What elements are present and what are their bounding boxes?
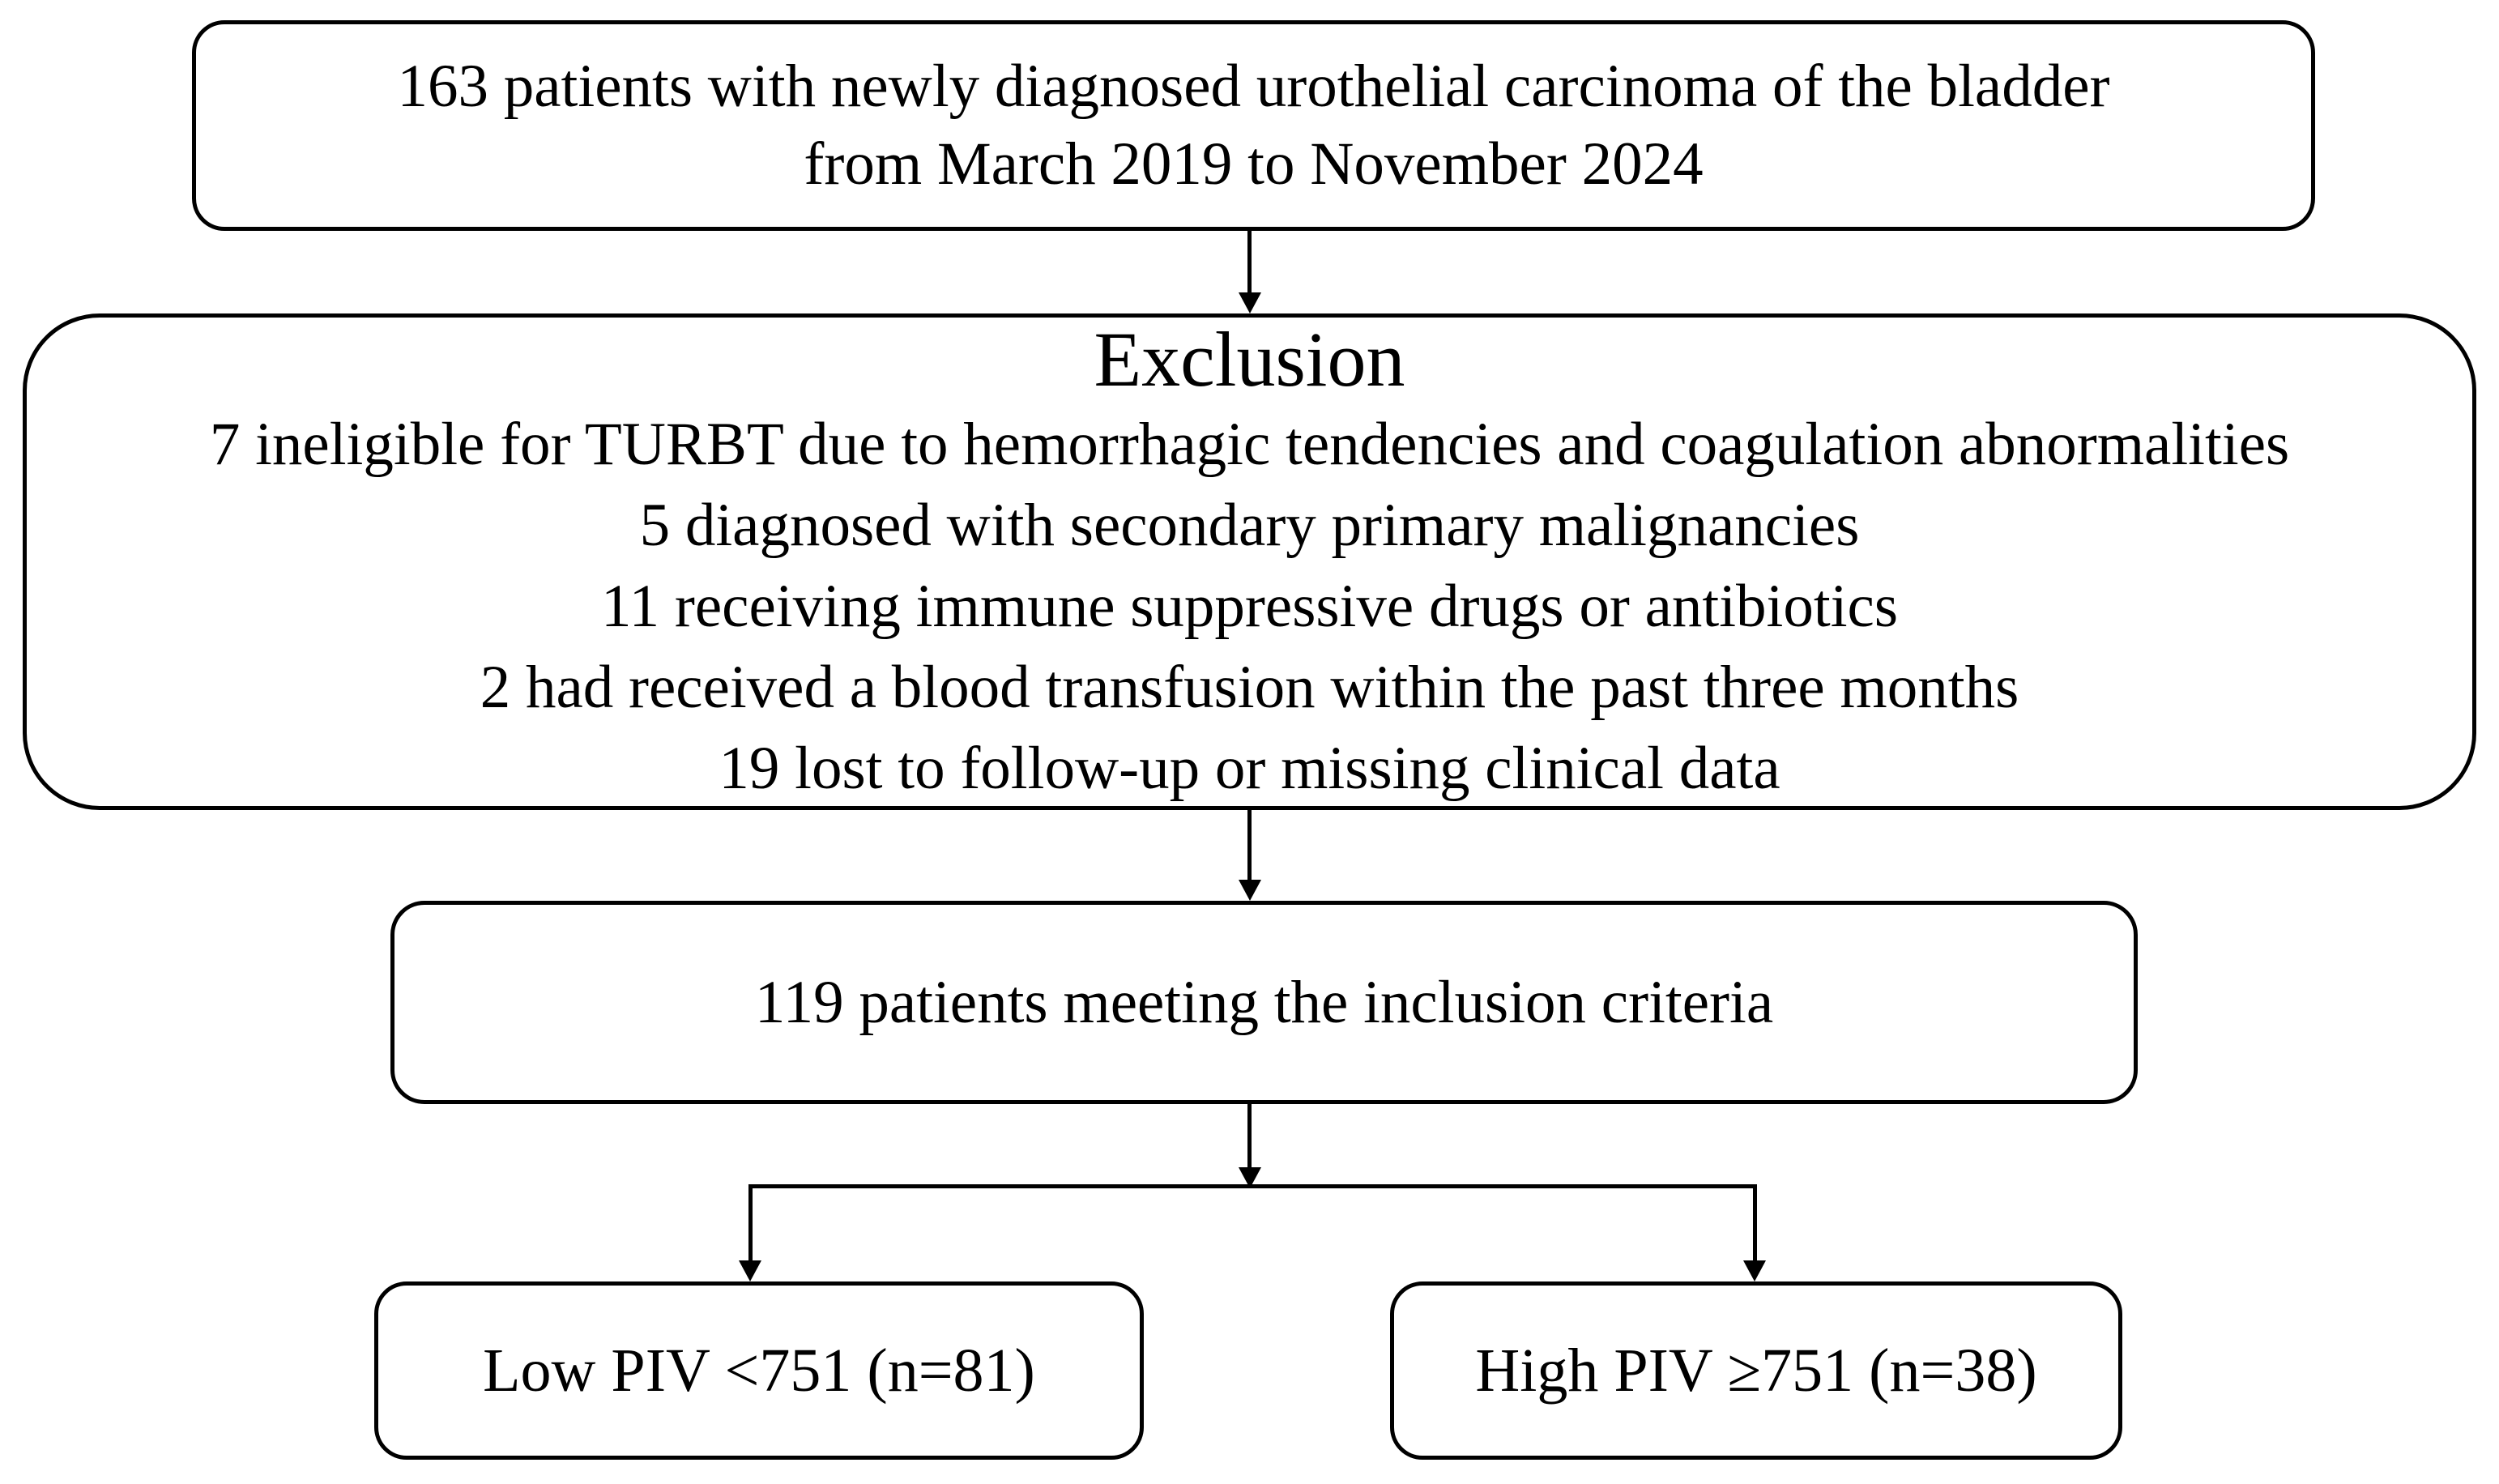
exclusion-item: 7 ineligible for TURBT due to hemorrhagi… [209,410,2290,478]
exclusion-item: 19 lost to follow-up or missing clinical… [719,734,1780,802]
exclusion-title: Exclusion [1094,315,1405,403]
inclusion-box-text: 119 patients meeting the inclusion crite… [754,968,1774,1036]
connector-inclusion-to-split [1247,1104,1252,1171]
arrowhead-down-icon [739,1260,761,1281]
start-box: 163 patients with newly diagnosed urothe… [192,20,2315,231]
exclusion-box: Exclusion 7 ineligible for TURBT due to … [23,313,2476,810]
connector-exclusion-to-inclusion [1247,810,1252,883]
high-piv-box: High PIV ≥751 (n=38) [1390,1281,2122,1460]
exclusion-item: 5 diagnosed with secondary primary malig… [639,491,1860,559]
inclusion-box: 119 patients meeting the inclusion crite… [390,901,2138,1104]
start-box-line-2: from March 2019 to November 2024 [804,130,1704,198]
connector-start-to-exclusion [1247,231,1252,297]
split-horizontal-connector [748,1184,1757,1188]
low-piv-box: Low PIV <751 (n=81) [374,1281,1144,1460]
high-piv-box-text: High PIV ≥751 (n=38) [1475,1337,2037,1405]
connector-split-to-high-piv [1753,1184,1757,1262]
start-box-line-1: 163 patients with newly diagnosed urothe… [397,53,2110,120]
arrowhead-down-icon [1743,1260,1766,1281]
exclusion-item: 11 receiving immune suppressive drugs or… [600,572,1899,640]
arrowhead-down-icon [1239,292,1261,313]
connector-split-to-low-piv [748,1184,753,1262]
low-piv-box-text: Low PIV <751 (n=81) [483,1337,1035,1405]
exclusion-item: 2 had received a blood transfusion withi… [480,653,2019,721]
arrowhead-down-icon [1239,880,1261,901]
